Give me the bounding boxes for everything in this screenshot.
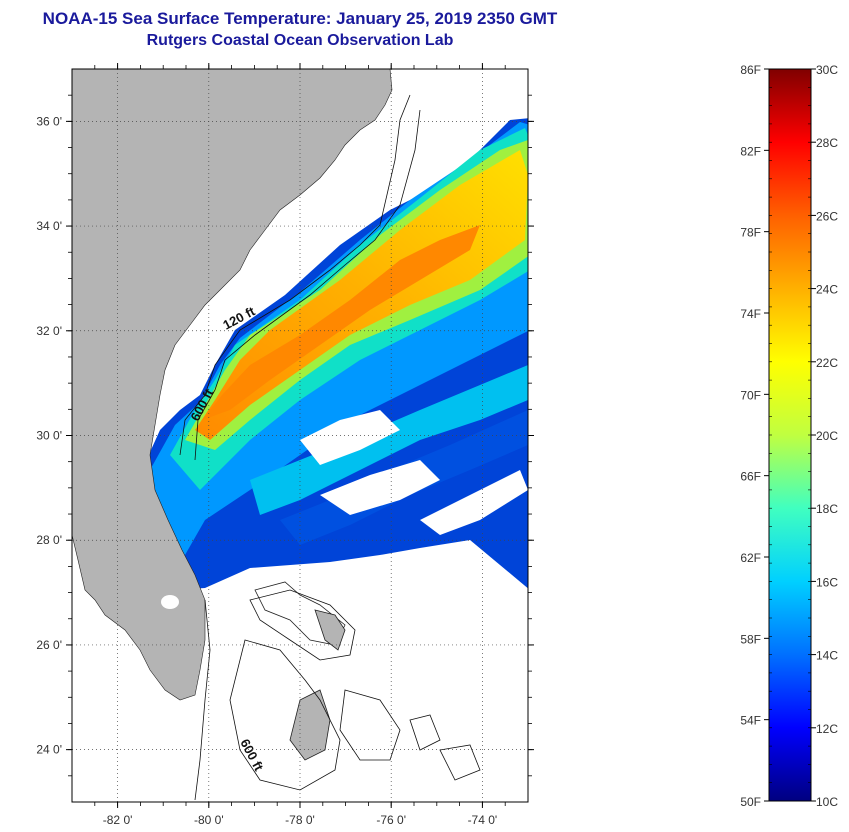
colorbar-labels: 86F 82F 78F 74F 70F 66F 62F 58F 54F 50F 30C 28C 26C 2… (740, 63, 838, 809)
colorbar-f-label: 58F (740, 632, 761, 646)
y-tick-label: 34 0' (36, 219, 62, 233)
colorbar-c-label: 12C (816, 722, 838, 736)
colorbar-c-label: 14C (816, 649, 838, 663)
x-tick-label: -78 0' (285, 813, 315, 827)
colorbar-c-label: 20C (816, 429, 838, 443)
graticule (72, 69, 528, 802)
bahamas-contours (229, 589, 481, 791)
lake-okeechobee (161, 595, 179, 609)
colorbar-c-label: 24C (816, 283, 838, 297)
isobath-lines (179, 94, 421, 801)
map-title: NOAA-15 Sea Surface Temperature: January… (0, 8, 600, 52)
colorbar-f-label: 78F (740, 226, 761, 240)
sst-swath (120, 118, 528, 600)
colorbar-c-label: 16C (816, 575, 838, 589)
colorbar-c-label: 28C (816, 136, 838, 150)
y-tick-label: 28 0' (36, 533, 62, 547)
colorbar-f-label: 54F (740, 714, 761, 728)
colorbar-f-label: 70F (740, 388, 761, 402)
x-tick-label: -74 0' (468, 813, 498, 827)
colorbar-f-label: 62F (740, 551, 761, 565)
colorbar-f-label: 74F (740, 307, 761, 321)
colorbar-c-label: 22C (816, 356, 838, 370)
y-tick-label: 36 0' (36, 114, 62, 128)
map-panel (72, 69, 528, 802)
title-line-1: NOAA-15 Sea Surface Temperature: January… (42, 9, 558, 28)
colorbar-gradient (768, 68, 812, 802)
colorbar-f-label: 66F (740, 470, 761, 484)
colorbar-c-label: 10C (816, 795, 838, 809)
y-tick-label: 30 0' (36, 429, 62, 443)
colorbar: 86F 82F 78F 74F 70F 66F 62F 58F 54F 50F 30C 28C 26C 2… (740, 63, 838, 809)
title-line-2: Rutgers Coastal Ocean Observation Lab (146, 32, 454, 49)
colorbar-c-label: 26C (816, 209, 838, 223)
colorbar-c-label: 18C (816, 502, 838, 516)
colorbar-c-label: 30C (816, 63, 838, 77)
land-us-coast (72, 69, 393, 701)
y-tick-label: 32 0' (36, 324, 62, 338)
map-axes: -82 0' -80 0' -78 0' -76 0' -74 0' 36 0' 34 0'… (36, 63, 534, 827)
x-tick-label: -80 0' (194, 813, 224, 827)
x-tick-label: -76 0' (376, 813, 406, 827)
colorbar-f-label: 82F (740, 144, 761, 158)
y-tick-label: 26 0' (36, 638, 62, 652)
y-tick-label: 24 0' (36, 743, 62, 757)
colorbar-f-label: 50F (740, 795, 761, 809)
x-tick-label: -82 0' (103, 813, 133, 827)
colorbar-f-label: 86F (740, 63, 761, 77)
